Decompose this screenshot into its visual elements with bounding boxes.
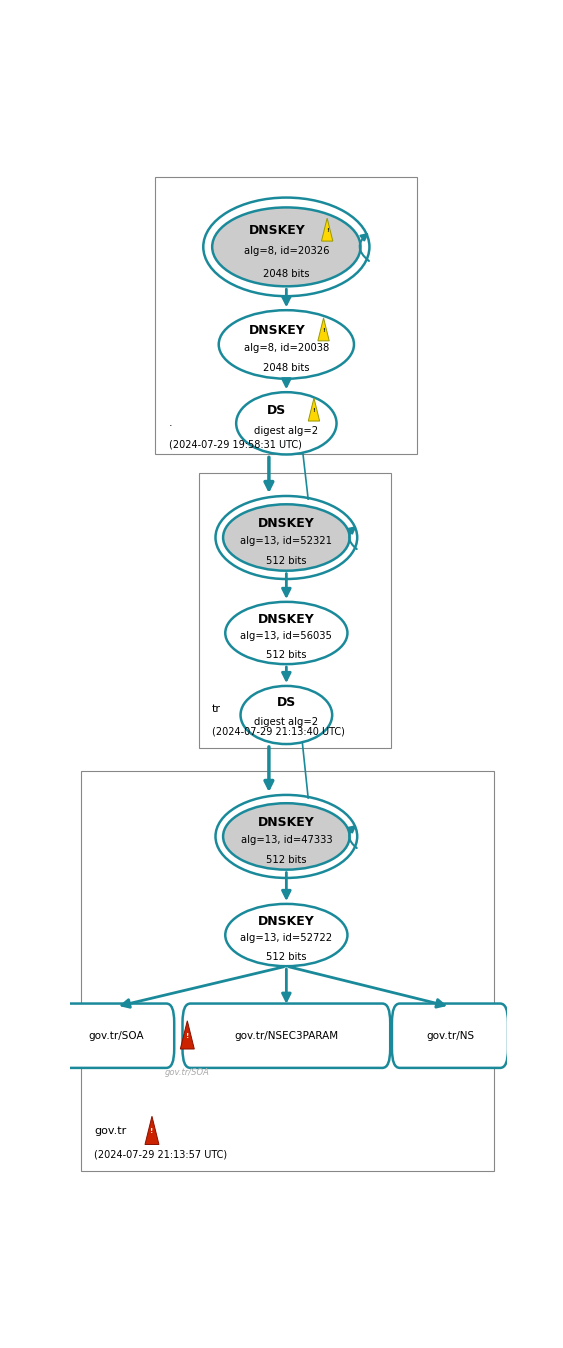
- Text: tr: tr: [212, 704, 221, 713]
- Text: 2048 bits: 2048 bits: [263, 270, 310, 279]
- Text: !: !: [322, 328, 325, 333]
- Polygon shape: [145, 1116, 159, 1144]
- Text: DNSKEY: DNSKEY: [258, 915, 315, 929]
- Polygon shape: [180, 1020, 194, 1049]
- FancyBboxPatch shape: [58, 1003, 174, 1068]
- Bar: [81, 771, 494, 1170]
- Text: DNSKEY: DNSKEY: [258, 816, 315, 829]
- Text: gov.tr/NSEC3PARAM: gov.tr/NSEC3PARAM: [234, 1031, 338, 1041]
- Ellipse shape: [240, 686, 332, 744]
- FancyBboxPatch shape: [182, 1003, 390, 1068]
- Text: 512 bits: 512 bits: [266, 650, 307, 659]
- Text: 512 bits: 512 bits: [266, 555, 307, 566]
- Text: !: !: [150, 1128, 154, 1134]
- Ellipse shape: [218, 310, 354, 379]
- Text: (2024-07-29 21:13:57 UTC): (2024-07-29 21:13:57 UTC): [95, 1148, 227, 1159]
- Text: gov.tr/SOA: gov.tr/SOA: [88, 1031, 144, 1041]
- FancyBboxPatch shape: [392, 1003, 508, 1068]
- Text: DNSKEY: DNSKEY: [258, 613, 315, 627]
- Ellipse shape: [225, 601, 347, 665]
- Ellipse shape: [212, 208, 360, 286]
- Text: 512 bits: 512 bits: [266, 952, 307, 962]
- Bar: [155, 178, 417, 454]
- Text: gov.tr/SOA: gov.tr/SOA: [165, 1068, 210, 1077]
- Polygon shape: [309, 398, 320, 421]
- Text: .: .: [168, 418, 172, 429]
- Text: DNSKEY: DNSKEY: [248, 324, 305, 337]
- Bar: [199, 473, 391, 748]
- Text: alg=13, id=52321: alg=13, id=52321: [240, 535, 332, 546]
- Text: !: !: [326, 228, 329, 233]
- Ellipse shape: [223, 504, 350, 570]
- Text: alg=13, id=56035: alg=13, id=56035: [240, 631, 332, 642]
- Text: alg=13, id=47333: alg=13, id=47333: [240, 834, 332, 845]
- Text: alg=13, id=52722: alg=13, id=52722: [240, 933, 332, 944]
- Text: (2024-07-29 21:13:40 UTC): (2024-07-29 21:13:40 UTC): [212, 727, 345, 736]
- Text: alg=8, id=20038: alg=8, id=20038: [244, 342, 329, 353]
- Text: !: !: [186, 1033, 189, 1039]
- Text: DS: DS: [267, 404, 287, 417]
- Ellipse shape: [223, 803, 350, 869]
- Text: !: !: [312, 407, 315, 412]
- Text: digest alg=2: digest alg=2: [254, 426, 319, 437]
- Text: digest alg=2: digest alg=2: [254, 717, 319, 728]
- Text: 512 bits: 512 bits: [266, 855, 307, 864]
- Text: alg=8, id=20326: alg=8, id=20326: [244, 245, 329, 256]
- Ellipse shape: [225, 905, 347, 967]
- Text: gov.tr: gov.tr: [95, 1126, 127, 1136]
- Text: DNSKEY: DNSKEY: [258, 518, 315, 530]
- Text: (2024-07-29 19:58:31 UTC): (2024-07-29 19:58:31 UTC): [168, 439, 301, 449]
- Text: 2048 bits: 2048 bits: [263, 364, 310, 373]
- Polygon shape: [318, 318, 329, 341]
- Text: DNSKEY: DNSKEY: [248, 224, 305, 237]
- Polygon shape: [321, 218, 333, 241]
- Text: gov.tr/NS: gov.tr/NS: [426, 1031, 474, 1041]
- Text: DS: DS: [277, 697, 296, 709]
- Ellipse shape: [236, 392, 337, 454]
